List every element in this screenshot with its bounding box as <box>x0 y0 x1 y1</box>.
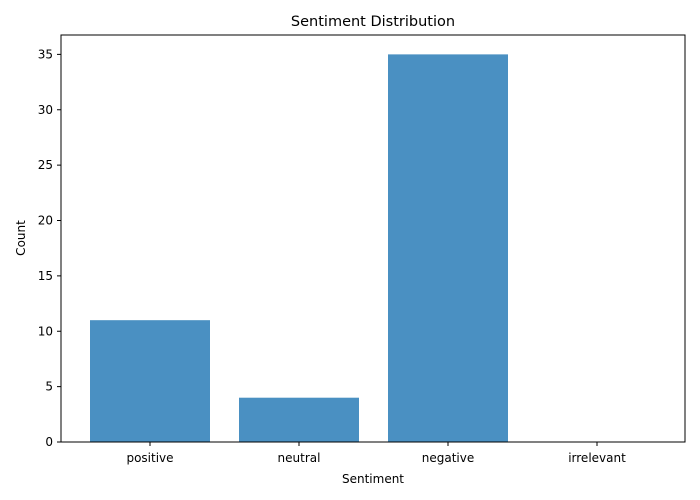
chart-title: Sentiment Distribution <box>291 14 455 30</box>
bar-negative <box>388 54 508 442</box>
x-tick-label-positive: positive <box>126 451 173 465</box>
x-tick-label-irrelevant: irrelevant <box>568 451 626 465</box>
x-axis-label: Sentiment <box>342 472 404 486</box>
y-axis-label: Count <box>14 220 28 256</box>
bars <box>90 54 508 442</box>
y-tick-label-20: 20 <box>38 214 53 228</box>
x-tick-label-neutral: neutral <box>278 451 321 465</box>
y-tick-label-15: 15 <box>38 269 53 283</box>
y-axis: 0 5 10 15 20 25 30 35 <box>38 47 61 449</box>
y-tick-label-30: 30 <box>38 103 53 117</box>
y-tick-label-35: 35 <box>38 47 53 61</box>
y-tick-label-25: 25 <box>38 158 53 172</box>
x-tick-label-negative: negative <box>422 451 474 465</box>
bar-neutral <box>239 397 359 442</box>
bar-positive <box>90 320 210 442</box>
y-tick-label-10: 10 <box>38 324 53 338</box>
plot-area <box>60 34 686 443</box>
y-tick-label-5: 5 <box>45 380 53 394</box>
y-tick-label-0: 0 <box>45 435 53 449</box>
x-axis: positive neutral negative irrelevant <box>126 442 626 465</box>
plot-frame <box>60 34 686 443</box>
